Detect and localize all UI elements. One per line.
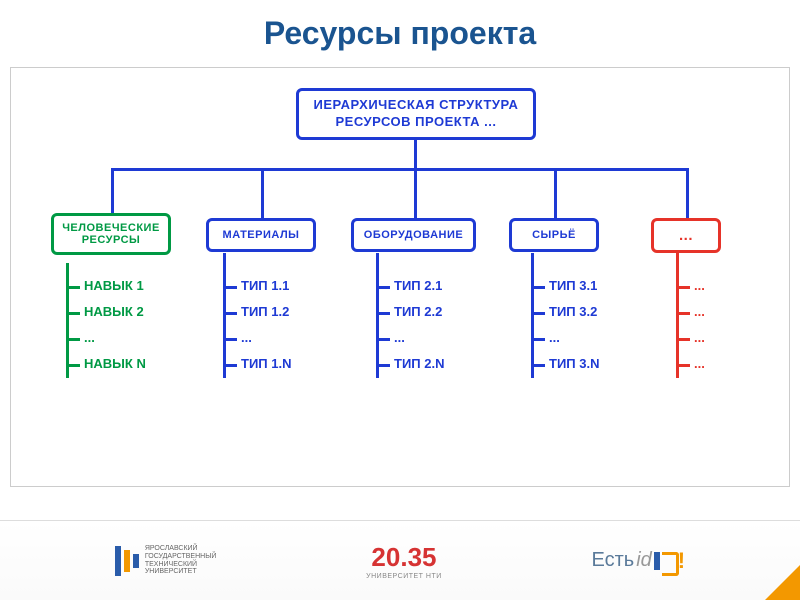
list-item: НАВЫК N [66, 351, 146, 377]
list-item: ... [676, 299, 705, 325]
category-materials: МАТЕРИАЛЫ [206, 218, 316, 252]
list-item: ... [531, 325, 599, 351]
footer: ЯРОСЛАВСКИЙГОСУДАРСТВЕННЫЙТЕХНИЧЕСКИЙУНИ… [0, 520, 800, 600]
list-item: НАВЫК 2 [66, 299, 146, 325]
root-node: ИЕРАРХИЧЕСКАЯ СТРУКТУРАРЕСУРСОВ ПРОЕКТА … [296, 88, 536, 140]
ystu-text: ЯРОСЛАВСКИЙГОСУДАРСТВЕННЫЙТЕХНИЧЕСКИЙУНИ… [145, 545, 217, 576]
connector [414, 138, 417, 168]
items-human: НАВЫК 1 НАВЫК 2 ... НАВЫК N [66, 273, 146, 377]
ystu-icon [115, 546, 139, 576]
category-label: ОБОРУДОВАНИЕ [364, 229, 463, 241]
connector [261, 168, 264, 218]
logo-2035: 20.35 УНИВЕРСИТЕТ НТИ [366, 542, 442, 580]
list-item: ТИП 3.N [531, 351, 599, 377]
category-label: МАТЕРИАЛЫ [223, 229, 300, 241]
idea-id: id [636, 549, 652, 572]
connector [414, 168, 417, 218]
connector [111, 168, 114, 213]
category-more: ... [651, 218, 721, 253]
list-item: ТИП 2.N [376, 351, 444, 377]
list-item: ... [676, 325, 705, 351]
logo-ystu: ЯРОСЛАВСКИЙГОСУДАРСТВЕННЫЙТЕХНИЧЕСКИЙУНИ… [115, 545, 217, 576]
items-materials: ТИП 1.1 ТИП 1.2 ... ТИП 1.N [223, 273, 291, 377]
hierarchy-diagram: ИЕРАРХИЧЕСКАЯ СТРУКТУРАРЕСУРСОВ ПРОЕКТА … [10, 67, 790, 487]
list-item: ... [676, 273, 705, 299]
list-item: ТИП 1.2 [223, 299, 291, 325]
category-label: ЧЕЛОВЕЧЕСКИЕРЕСУРСЫ [62, 222, 160, 246]
list-item: ТИП 3.1 [531, 273, 599, 299]
category-label: СЫРЬЁ [532, 229, 576, 241]
category-human-resources: ЧЕЛОВЕЧЕСКИЕРЕСУРСЫ [51, 213, 171, 255]
logo-2035-text: УНИВЕРСИТЕТ НТИ [366, 573, 442, 580]
items-equipment: ТИП 2.1 ТИП 2.2 ... ТИП 2.N [376, 273, 444, 377]
list-item: ... [376, 325, 444, 351]
idea-icon [654, 552, 676, 570]
category-raw: СЫРЬЁ [509, 218, 599, 252]
idea-est: Есть [591, 549, 634, 572]
connector [554, 168, 557, 218]
list-item: ... [66, 325, 146, 351]
connector [111, 168, 686, 171]
list-item: ... [676, 351, 705, 377]
logo-2035-num: 20.35 [366, 542, 442, 573]
page-title: Ресурсы проекта [0, 0, 800, 62]
corner-accent [765, 565, 800, 600]
list-item: НАВЫК 1 [66, 273, 146, 299]
category-label: ... [679, 227, 693, 244]
items-more: ... ... ... ... [676, 273, 705, 377]
logo-idea: Есть id ! [591, 548, 685, 574]
connector [686, 168, 689, 218]
category-equipment: ОБОРУДОВАНИЕ [351, 218, 476, 252]
idea-excl: ! [678, 548, 685, 574]
list-item: ... [223, 325, 291, 351]
root-label: ИЕРАРХИЧЕСКАЯ СТРУКТУРАРЕСУРСОВ ПРОЕКТА … [314, 97, 519, 129]
list-item: ТИП 2.1 [376, 273, 444, 299]
items-raw: ТИП 3.1 ТИП 3.2 ... ТИП 3.N [531, 273, 599, 377]
list-item: ТИП 1.N [223, 351, 291, 377]
list-item: ТИП 3.2 [531, 299, 599, 325]
list-item: ТИП 2.2 [376, 299, 444, 325]
list-item: ТИП 1.1 [223, 273, 291, 299]
